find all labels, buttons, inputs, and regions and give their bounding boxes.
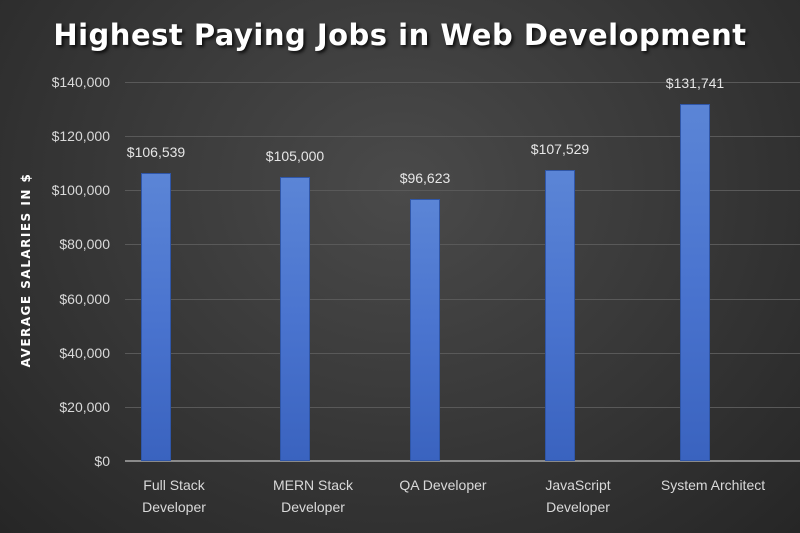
bar [280, 176, 310, 461]
y-tick-label: $120,000 [51, 128, 110, 145]
y-tick-label: $80,000 [59, 236, 110, 253]
plot-area: $106,539 $105,000 $96,623 $107,529 $131,741 [125, 75, 800, 462]
gridline [125, 136, 800, 138]
data-label: $96,623 [399, 170, 451, 187]
bar [141, 172, 171, 461]
data-label: $105,000 [265, 147, 325, 164]
gridline [125, 190, 800, 192]
x-tick-label: Full Stack Developer [142, 477, 206, 515]
y-tick-label: $20,000 [59, 398, 110, 415]
x-tick-label: QA Developer [399, 477, 487, 493]
x-axis-line [125, 460, 800, 462]
gridline [125, 298, 800, 300]
y-tick-label: $100,000 [51, 182, 110, 199]
chart-title: Highest Paying Jobs in Web Development [53, 18, 747, 52]
x-tick-label: JavaScript Developer [545, 477, 611, 515]
y-tick-label: $40,000 [59, 344, 110, 361]
data-label: $131,741 [665, 75, 725, 92]
gridline [125, 352, 800, 354]
x-tick-label: MERN Stack Developer [272, 477, 354, 515]
y-axis-label: AVERAGE SALARIES IN $ [19, 172, 33, 368]
bar [410, 199, 440, 461]
bar [545, 169, 575, 461]
y-tick-label: $140,000 [51, 74, 110, 90]
bar [680, 104, 710, 461]
x-tick-label: System Architect [660, 477, 766, 493]
gridline [125, 406, 800, 408]
y-tick-label: $0 [94, 453, 110, 469]
data-label: $107,529 [530, 140, 590, 157]
data-label: $106,539 [126, 143, 186, 160]
gridline [125, 244, 800, 246]
gridline [125, 82, 800, 83]
y-tick-label: $60,000 [59, 290, 110, 307]
